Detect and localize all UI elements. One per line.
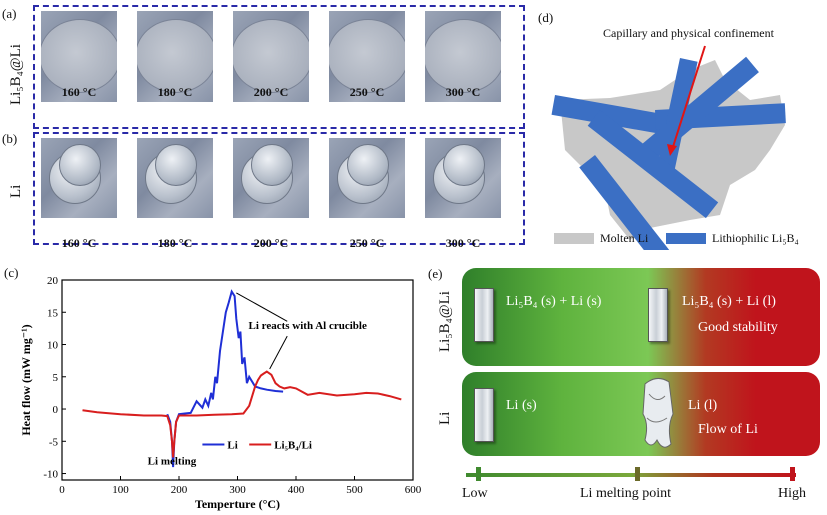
scale-mid-label: Li melting point [580, 486, 671, 501]
temperature-label-b-4: 300 °C [445, 236, 481, 250]
panel-a-row-label: Li₅B₄@Li [8, 44, 24, 105]
row2-right-text-a: Li (l) [688, 398, 718, 413]
scale-marker-mid [635, 467, 640, 481]
temperature-label-b-0: 160 °C [61, 236, 97, 250]
photo-b-0: 160 °C [41, 138, 117, 250]
row1-right-text-b: Good stability [698, 320, 778, 335]
temperature-label-b-2: 200 °C [253, 236, 289, 250]
state-bar-li5b4: Li₅B₄ (s) + Li (s) Li₅B₄ (s) + Li (l) Go… [462, 268, 820, 366]
y-tick-label: 0 [53, 404, 59, 416]
y-tick-label: 15 [47, 307, 59, 319]
temperature-label-b-1: 180 °C [157, 236, 193, 250]
scale-high-label: High [778, 486, 806, 501]
y-tick-label: -10 [43, 469, 58, 481]
temperature-label-b-3: 250 °C [349, 236, 385, 250]
scale-marker-high [790, 467, 795, 481]
temperature-label-a-0: 160 °C [61, 85, 97, 99]
series-line-0 [166, 289, 284, 468]
photo-a-2: 200 °C [233, 11, 309, 102]
x-axis-label: Temperture (°C) [195, 497, 280, 511]
photo-a-0: 160 °C [41, 11, 117, 102]
photo-a-3: 250 °C [329, 11, 405, 102]
temperature-label-a-2: 200 °C [253, 85, 289, 99]
plate-icon [474, 388, 494, 442]
y-tick-label: 20 [47, 275, 59, 287]
annotation-capillary: Capillary and physical confinement [603, 26, 774, 40]
x-tick-label: 200 [171, 484, 188, 496]
plate-icon [474, 288, 494, 342]
x-tick-label: 500 [346, 484, 363, 496]
temperature-label-a-1: 180 °C [157, 85, 193, 99]
scale-marker-low [476, 467, 481, 481]
annotation-arrow [269, 335, 288, 370]
plate-icon [648, 288, 668, 342]
photo-a-4: 300 °C [425, 11, 501, 102]
row2-right-text-b: Flow of Li [698, 422, 758, 437]
melted-li-icon [642, 378, 674, 448]
row2-left-text: Li (s) [506, 398, 537, 413]
x-tick-label: 600 [405, 484, 422, 496]
series-line-1 [82, 370, 402, 458]
y-tick-label: -5 [49, 436, 59, 448]
annotation-arrow [236, 292, 288, 322]
panel-e-row1-label: Li₅B₄@Li [437, 291, 453, 352]
x-tick-label: 400 [288, 484, 305, 496]
panel-a-label: (a) [2, 6, 17, 21]
photo-b-1: 180 °C [137, 138, 213, 250]
x-tick-label: 100 [112, 484, 129, 496]
legend-swatch-molten-li [554, 233, 594, 244]
y-axis-label: Heat flow (mW mg⁻¹) [19, 324, 33, 435]
panel-d-label: (d) [538, 10, 554, 25]
panel-b-label: (b) [2, 131, 18, 146]
legend-lithiophilic: Lithiophilic Li₅B₄ [666, 231, 799, 246]
panel-e-label: (e) [428, 266, 443, 281]
legend-label-1: Li₅B₄/Li [274, 440, 312, 452]
photo-b-3: 250 °C [329, 138, 405, 250]
panel-b-row-label: Li [8, 184, 24, 198]
dsc-chart: 0 100 200 300 400 500 600 -10 -5 0 5 10 15 20 Tempertu… [19, 275, 422, 511]
row1-left-text: Li₅B₄ (s) + Li (s) [506, 294, 602, 309]
panel-e-row2-label: Li [437, 411, 453, 425]
temperature-scale-bar [466, 473, 796, 477]
panel-b-box: 160 °C 180 °C 200 °C 250 °C 300 °C [33, 132, 525, 250]
legend-molten-li: Molten Li [554, 231, 648, 246]
panel-a-box: 160 °C 180 °C 200 °C 250 °C 300 °C [33, 5, 525, 129]
scale-low-label: Low [462, 486, 488, 501]
li5b4-skeleton-illustration [551, 45, 786, 250]
y-tick-label: 10 [47, 340, 59, 352]
panel-c-label: (c) [4, 265, 19, 280]
row1-right-text-a: Li₅B₄ (s) + Li (l) [682, 294, 776, 309]
state-bar-li: Li (s) Li (l) Flow of Li [462, 372, 820, 456]
legend-swatch-lithiophilic [666, 233, 706, 244]
y-tick-label: 5 [53, 372, 59, 384]
x-tick-label: 0 [59, 484, 65, 496]
temperature-label-a-4: 300 °C [445, 85, 481, 99]
annotation-li-reacts: Li reacts with Al crucible [249, 320, 367, 332]
photo-a-1: 180 °C [137, 11, 213, 102]
annotation-li-melting: Li melting [148, 456, 197, 468]
temperature-label-a-3: 250 °C [349, 85, 385, 99]
x-tick-label: 300 [229, 484, 246, 496]
photo-b-4: 300 °C [425, 138, 501, 250]
legend-label-0: Li [227, 440, 237, 452]
photo-b-2: 200 °C [233, 138, 309, 250]
